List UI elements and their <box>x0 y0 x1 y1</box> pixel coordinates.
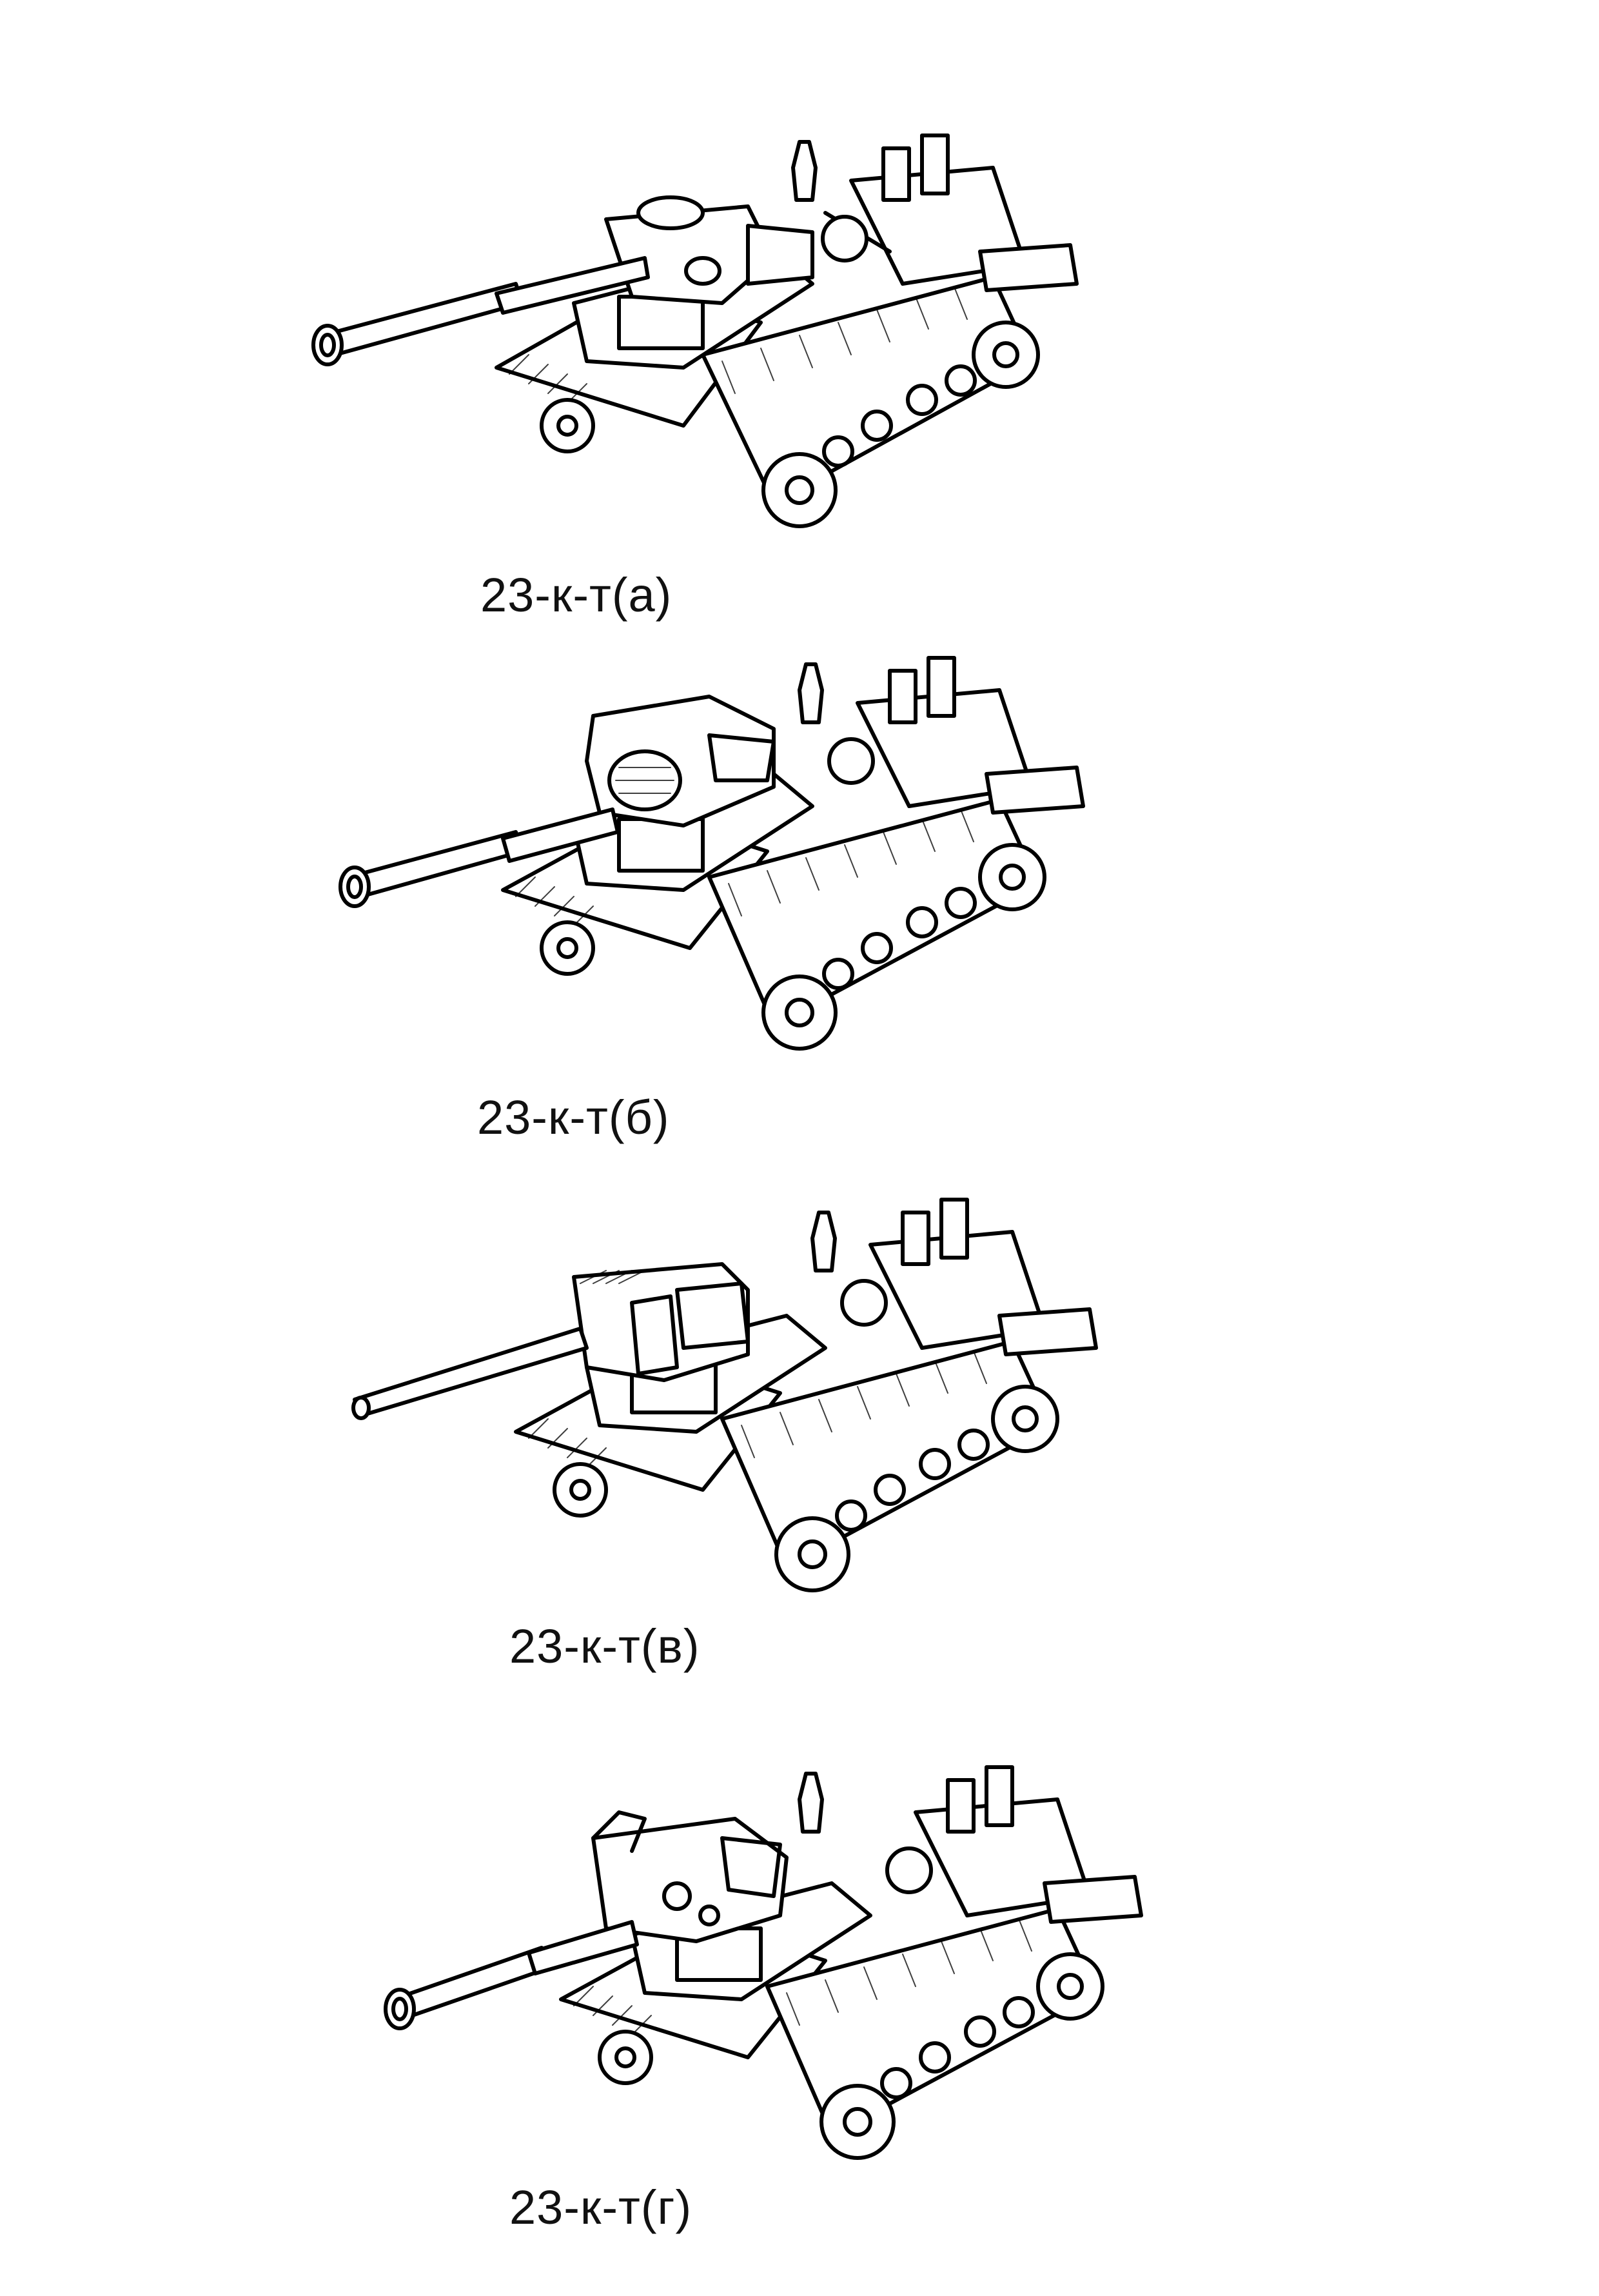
variant-label: 23-к-т(в) <box>509 1619 700 1673</box>
tank-sketch-c-icon <box>351 1198 1098 1592</box>
tank-variant-a: 23-к-т(а) <box>284 90 1186 658</box>
tank-variant-c: 23-к-т(в) <box>351 1187 1264 1754</box>
tank-variant-d: 23-к-т(г) <box>384 1728 1302 2296</box>
tank-variant-b: 23-к-т(б) <box>322 619 1225 1187</box>
tank-sketch-b-icon <box>338 656 1085 1051</box>
variant-label: 23-к-т(г) <box>509 2181 692 2234</box>
variant-label: 23-к-т(а) <box>480 568 672 622</box>
tank-sketch-a-icon <box>311 134 1079 528</box>
tank-sketch-d-icon <box>384 1765 1143 2160</box>
variant-label: 23-к-т(б) <box>477 1091 670 1144</box>
